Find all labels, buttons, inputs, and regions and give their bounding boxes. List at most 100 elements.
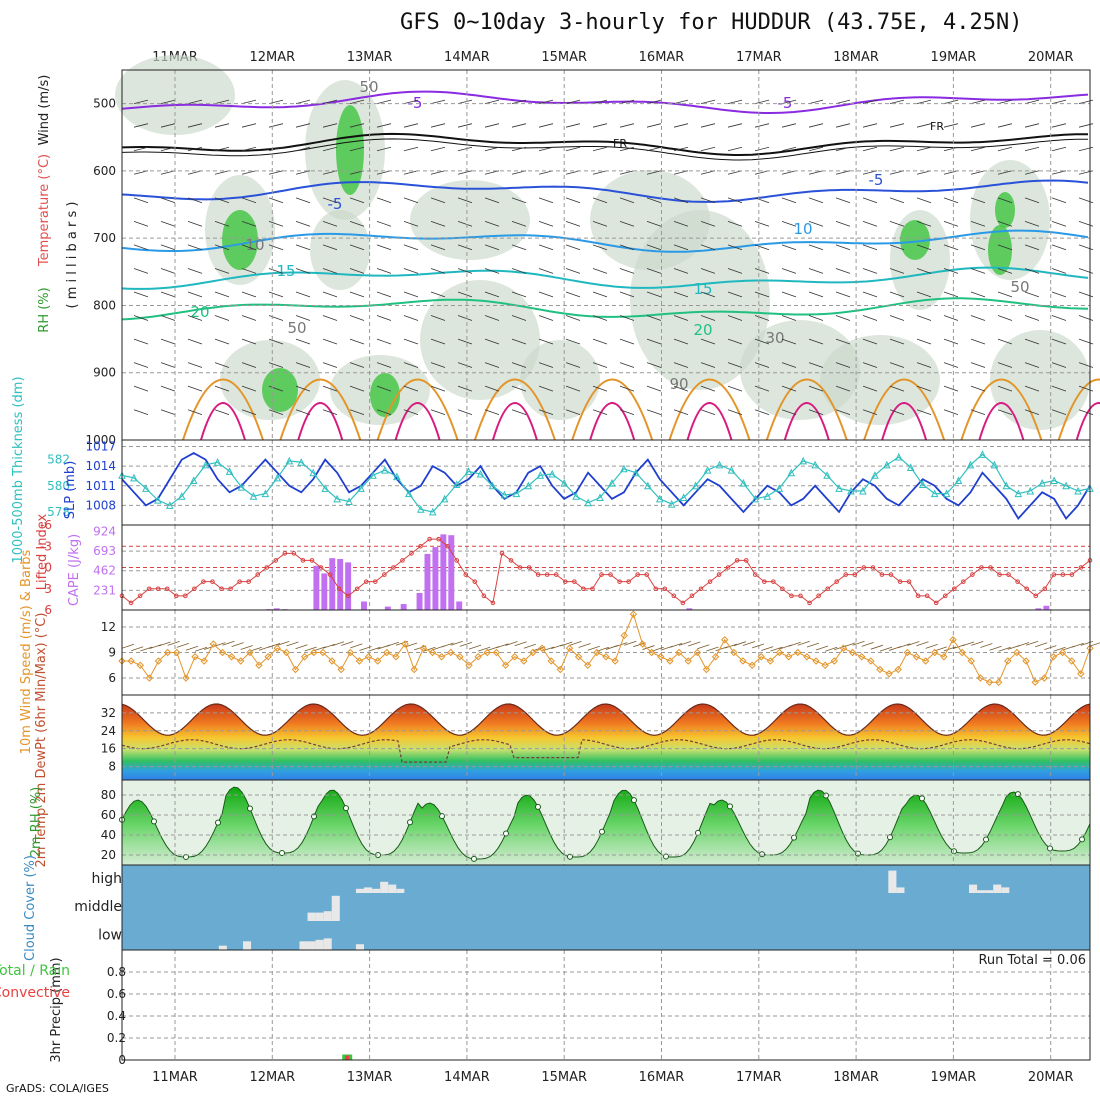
- wind-barb: [646, 99, 662, 105]
- precip-axis-label: 3hr Precip (mm): [49, 957, 64, 1062]
- wind-speed-marker: [1013, 648, 1021, 657]
- isotherm-4: [121, 266, 1089, 290]
- thickness-marker: [679, 493, 688, 502]
- isotherm-30: [297, 402, 344, 441]
- wind-barb: [916, 338, 932, 345]
- wind-speed-marker: [246, 648, 254, 657]
- rh-marker: [1079, 836, 1085, 843]
- wind-barb: [241, 362, 257, 368]
- wind-barb-10m: [459, 641, 473, 647]
- isotherm-30: [783, 402, 830, 441]
- wind-barb: [160, 385, 176, 392]
- isotherm-1: [121, 132, 1088, 156]
- lifted-index-marker: [698, 586, 704, 592]
- lifted-index-marker: [318, 565, 324, 570]
- lifted-index-marker: [888, 572, 894, 577]
- date-label-bottom: 12MAR: [249, 1070, 295, 1085]
- wind-barb: [484, 315, 500, 321]
- isotherm-30: [491, 402, 538, 441]
- wind-tick-label: 12: [101, 620, 116, 634]
- wind-speed-marker: [711, 653, 720, 661]
- contour-label: FR: [613, 137, 627, 150]
- wind-barb: [1078, 315, 1094, 321]
- wind-barb-10m: [633, 642, 646, 648]
- cloud-bar-high: [896, 887, 905, 893]
- wind-barb: [592, 220, 608, 227]
- wind-barb-10m: [578, 643, 591, 648]
- wind-barb: [673, 385, 689, 392]
- wind-barb: [484, 123, 500, 128]
- wind-barb: [484, 362, 500, 368]
- wind-barb: [268, 315, 284, 321]
- wind-speed-marker: [666, 657, 674, 665]
- wind-barb: [754, 146, 770, 152]
- date-label-top: 16MAR: [639, 50, 685, 65]
- wind-speed-marker: [1058, 648, 1067, 657]
- date-label-bottom: 15MAR: [541, 1070, 587, 1085]
- wind-barb: [619, 146, 635, 152]
- wind-barb-10m: [879, 646, 893, 652]
- cape-bar: [361, 601, 367, 610]
- contour-label: 20: [190, 303, 209, 321]
- rh-shade-moist: [222, 210, 258, 270]
- wind-barb: [862, 146, 878, 152]
- wind-barb: [241, 170, 257, 175]
- wind-speed-marker: [310, 648, 318, 657]
- thickness-tick-label: 580: [47, 479, 70, 493]
- wind-barb: [214, 99, 230, 105]
- lifted-index-marker: [137, 593, 143, 599]
- thickness-marker: [906, 463, 915, 471]
- wind-barb: [1051, 123, 1067, 128]
- wind-barb: [295, 268, 311, 274]
- thickness-marker: [823, 471, 831, 479]
- wind-barb: [160, 315, 176, 321]
- lifted-index-marker: [490, 600, 496, 606]
- lifted-index-marker: [382, 572, 387, 577]
- lifted-index-marker: [942, 593, 948, 599]
- wind-barb: [214, 123, 230, 128]
- rh-marker: [791, 834, 797, 841]
- lifted-index-marker: [933, 600, 939, 606]
- wind-barb: [700, 385, 716, 392]
- thickness-marker: [381, 465, 389, 474]
- rh-marker: [823, 792, 829, 799]
- wind-barb-10m: [423, 646, 436, 652]
- cloud-level-label: high: [91, 871, 122, 887]
- isotherm-30: [589, 402, 636, 441]
- cloud-bar-low: [299, 941, 308, 950]
- pressure-tick-label: 1000: [85, 433, 116, 447]
- wind-barb-10m: [797, 640, 810, 646]
- wind-speed-marker: [1004, 657, 1012, 665]
- wind-barb: [727, 291, 743, 298]
- wind-barb: [835, 197, 851, 204]
- wind-barb: [295, 123, 311, 128]
- wind-barb: [808, 244, 824, 251]
- wind-barb: [160, 123, 176, 128]
- rh-shade: [820, 335, 940, 425]
- wind-barb-10m: [788, 641, 801, 647]
- wind-speed-marker: [483, 648, 491, 657]
- wind-barb: [187, 244, 203, 251]
- wind-barb: [808, 385, 824, 392]
- lifted-index-marker: [183, 593, 188, 599]
- thickness-marker: [536, 471, 545, 479]
- rh-shade: [410, 180, 530, 260]
- temp-fill: [122, 704, 1090, 780]
- wind-barb: [349, 268, 365, 274]
- wind-barb: [268, 220, 284, 227]
- wind-barb: [241, 197, 257, 204]
- wind-barb: [295, 146, 311, 152]
- rh-marker: [247, 805, 253, 812]
- thickness-marker: [835, 484, 843, 492]
- wind-barb: [484, 385, 500, 392]
- wind-barb: [457, 291, 473, 298]
- cape-bar: [273, 608, 280, 610]
- rh-marker: [279, 849, 285, 856]
- wind-barb: [430, 220, 446, 227]
- wind-barb: [349, 123, 365, 128]
- temp-tick-label: 8: [108, 760, 116, 774]
- wind-speed-marker: [739, 657, 747, 665]
- thickness-marker: [201, 460, 210, 469]
- lifted-index-marker: [780, 586, 785, 592]
- lifted-index-marker: [1015, 579, 1020, 584]
